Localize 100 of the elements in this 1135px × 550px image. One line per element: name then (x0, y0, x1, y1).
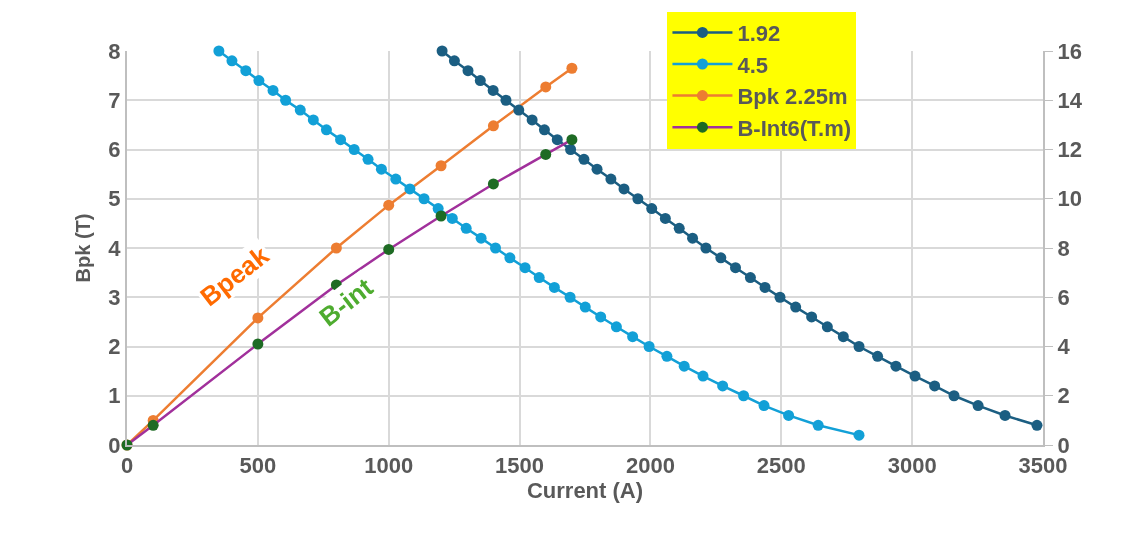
y2-tick-label: 8 (1057, 235, 1070, 261)
y-tick-label: 6 (108, 137, 121, 163)
x-axis-title: Current (A) (526, 478, 644, 504)
y-tick-label: 8 (108, 38, 121, 64)
point (487, 178, 499, 190)
point (294, 104, 306, 116)
point (526, 114, 538, 126)
point (375, 163, 387, 175)
point (489, 242, 501, 254)
point (853, 429, 865, 441)
point (330, 242, 342, 254)
point (632, 193, 644, 205)
point (729, 262, 741, 274)
point (837, 331, 849, 343)
y2-tick-label: 4 (1057, 334, 1071, 360)
point (564, 291, 576, 303)
point (610, 321, 622, 333)
point (320, 124, 332, 136)
point (738, 390, 750, 402)
point (240, 65, 252, 77)
y2-tick-label: 2 (1057, 383, 1070, 409)
point (252, 338, 264, 350)
point (540, 148, 552, 160)
point (673, 222, 685, 234)
point (390, 173, 402, 185)
y2-tick-label: 16 (1057, 38, 1082, 64)
point (661, 350, 673, 362)
point (646, 203, 658, 215)
x-tick-label: 3000 (887, 453, 937, 479)
point (566, 134, 578, 146)
point (362, 153, 374, 165)
point (504, 252, 516, 264)
point (500, 94, 512, 106)
point (267, 84, 279, 96)
y-tick-label: 7 (108, 87, 121, 113)
point (533, 272, 545, 284)
y-tick-label: 4 (108, 235, 122, 261)
point (643, 341, 655, 352)
point (538, 124, 550, 136)
y-tick-label: 0 (108, 432, 121, 458)
y2-tick-label: 6 (1057, 284, 1070, 310)
point (404, 183, 416, 195)
point (591, 163, 603, 175)
point (383, 199, 395, 211)
x-tick-label: 2500 (756, 453, 806, 479)
x-tick-label: 500 (239, 453, 277, 479)
legend-label: 4.5 (737, 52, 769, 78)
point (806, 311, 818, 323)
point (540, 81, 552, 93)
point (812, 419, 824, 431)
point (436, 45, 448, 57)
point (744, 272, 756, 284)
point (717, 380, 729, 392)
point (853, 341, 865, 352)
point (213, 45, 225, 57)
x-tick-label: 1000 (364, 453, 414, 479)
x-tick-label: 2000 (625, 453, 675, 479)
y-tick-label: 1 (108, 383, 121, 409)
point (872, 350, 884, 362)
point (460, 222, 472, 234)
point (595, 311, 607, 323)
point (697, 370, 709, 382)
legend-label: Bpk 2.25m (737, 84, 848, 110)
point (566, 62, 578, 74)
point (435, 210, 447, 222)
point (280, 94, 292, 106)
y2-tick-label: 12 (1057, 137, 1082, 163)
point (929, 380, 941, 392)
point (687, 232, 699, 244)
point (474, 75, 486, 87)
point (335, 134, 347, 146)
point (627, 331, 639, 343)
point (519, 262, 531, 274)
point (551, 134, 563, 146)
point (435, 160, 447, 172)
point (487, 120, 499, 132)
point (618, 183, 630, 195)
point (226, 55, 238, 67)
point (348, 144, 360, 155)
point (253, 75, 265, 87)
y-tick-label: 2 (108, 334, 121, 360)
x-tick-label: 1500 (495, 453, 545, 479)
point (999, 409, 1011, 421)
point (909, 370, 921, 382)
point (659, 212, 671, 224)
point (1031, 419, 1043, 431)
y-tick-label: 5 (108, 186, 121, 212)
point (758, 400, 770, 412)
point (252, 312, 264, 324)
point (565, 144, 577, 155)
point (548, 281, 560, 293)
point (513, 104, 525, 116)
point (307, 114, 319, 126)
point (783, 409, 795, 421)
point (475, 232, 487, 244)
point (759, 281, 771, 293)
point (948, 390, 960, 402)
y2-tick-label: 10 (1057, 186, 1082, 212)
y-tick-label: 3 (108, 284, 121, 310)
point (605, 173, 617, 185)
